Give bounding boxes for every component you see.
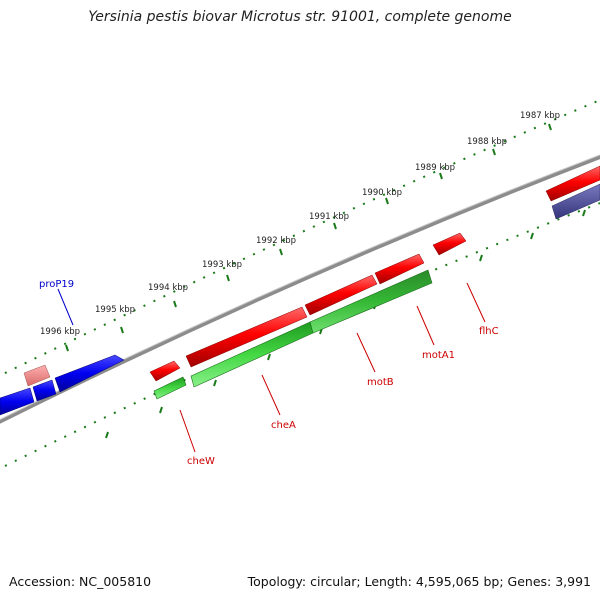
gene-right-navy xyxy=(551,183,600,220)
gene-prop19 xyxy=(54,354,125,393)
scale-label: 1994 kbp xyxy=(148,283,188,293)
scale-label: 1987 kbp xyxy=(520,111,560,121)
genome-title: Yersinia pestis biovar Microtus str. 910… xyxy=(88,9,512,25)
gene-label-motb: motB xyxy=(367,377,394,388)
gene-right-red xyxy=(545,165,600,202)
genome-summary: Topology: circular; Length: 4,595,065 bp… xyxy=(247,574,591,589)
gene-blue-left xyxy=(0,387,35,416)
scale-label: 1995 kbp xyxy=(95,305,135,315)
gene-motb xyxy=(304,274,378,316)
gene-pink xyxy=(23,364,51,387)
gene-label-flhc: flhC xyxy=(479,326,499,337)
gene-flhc xyxy=(432,232,467,256)
accession-label: Accession: NC_005810 xyxy=(9,574,152,589)
gene-label-chew: cheW xyxy=(187,456,215,467)
genome-backbone xyxy=(0,154,600,424)
outer-major-ticks xyxy=(65,123,552,352)
scale-label: 1991 kbp xyxy=(309,212,349,222)
scale-label: 1993 kbp xyxy=(202,260,242,270)
scale-label: 1996 kbp xyxy=(40,327,80,337)
gene-chea xyxy=(185,306,308,368)
gene-label-chea: cheA xyxy=(271,420,296,431)
inner-major-ticks xyxy=(105,209,586,439)
scale-label: 1990 kbp xyxy=(362,188,402,198)
scale-label: 1992 kbp xyxy=(256,236,296,246)
scale-label: 1988 kbp xyxy=(467,137,507,147)
gene-chew xyxy=(149,360,181,382)
gene-blue-mid xyxy=(32,379,57,402)
gene-label-mota1: motA1 xyxy=(422,350,455,361)
scale-label: 1989 kbp xyxy=(415,163,455,173)
outer-tick-arc xyxy=(0,99,600,377)
gene-label-prop19: proP19 xyxy=(39,279,74,290)
cds-band-motb-mota1 xyxy=(309,269,433,334)
label-leader-lines xyxy=(57,282,486,453)
gene-mota1 xyxy=(374,253,425,285)
cds-band-chew xyxy=(153,376,187,400)
